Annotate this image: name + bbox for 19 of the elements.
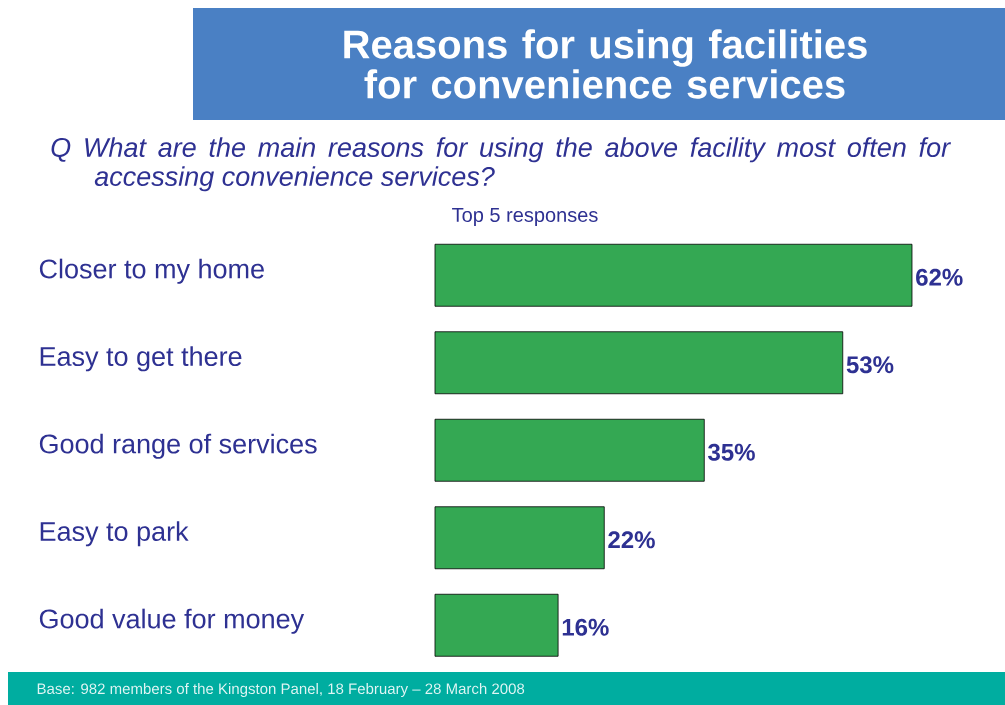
y-tick-label: Easy to get there (40, 346, 242, 372)
bar (434, 331, 844, 395)
bar (434, 593, 559, 657)
chart-subtitle: Q What are the main reasons for using the above facility most often for accessing convenience services? (51, 137, 952, 192)
bar (434, 418, 705, 482)
data-label: 22% (608, 531, 655, 549)
bar (434, 243, 913, 307)
chart-title: Reasons for using facilities for convenience services (344, 29, 867, 99)
data-label: 62% (916, 268, 963, 286)
y-tick-label: Good value for money (39, 608, 305, 634)
y-tick-label: Easy to park (40, 521, 189, 547)
data-label: 16% (562, 618, 609, 636)
data-label: 53% (846, 356, 894, 374)
y-tick-label: Good range of services (39, 433, 317, 459)
data-label: 35% (708, 443, 755, 461)
y-tick-label: Closer to my home (39, 258, 264, 284)
bar (434, 506, 605, 570)
text: Top 5 responses (452, 208, 598, 226)
text: Base: 982 members of the Kingston Panel, 18 February – 28 March 2008 (37, 683, 525, 697)
